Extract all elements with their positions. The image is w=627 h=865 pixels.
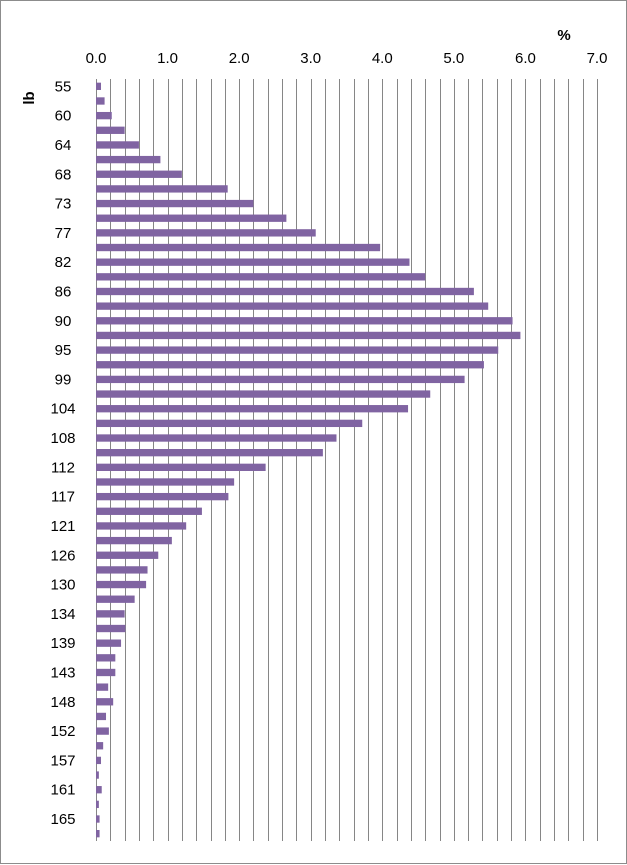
y-tick-label: 157 (50, 752, 75, 769)
bar-161 (96, 786, 102, 794)
bar-68 (96, 170, 182, 178)
bar-139 (96, 639, 122, 647)
bar-62 (96, 126, 125, 134)
y-tick-label: 112 (51, 459, 75, 476)
y-tick-label: 139 (50, 635, 75, 652)
bar-132 (96, 595, 135, 603)
x-axis-unit-label: % (557, 27, 570, 44)
bar-93 (96, 331, 521, 340)
y-tick-label: 130 (50, 577, 75, 594)
bar-104 (96, 405, 409, 413)
bar-97 (96, 361, 484, 369)
y-tick-label: 126 (50, 547, 75, 564)
bar-148 (96, 698, 114, 706)
y-tick-label: 121 (50, 518, 75, 535)
y-tick-label: 73 (55, 196, 72, 213)
y-tick-label: 60 (55, 108, 72, 125)
y-tick-label: 134 (50, 606, 75, 623)
bar-157 (96, 756, 102, 765)
bar-95 (96, 346, 499, 354)
bar-60 (96, 111, 112, 120)
bar-168 (96, 830, 100, 838)
y-tick-label: 108 (50, 430, 75, 447)
y-tick-label: 82 (55, 254, 72, 271)
bar-82 (96, 258, 410, 266)
bar-128 (96, 566, 148, 574)
bar-64 (96, 141, 139, 149)
y-tick-label: 77 (55, 225, 72, 242)
bar-79 (96, 243, 381, 252)
bar-84 (96, 273, 426, 281)
bar-108 (96, 434, 337, 442)
y-tick-label: 117 (51, 489, 75, 506)
y-tick-label: 161 (50, 782, 75, 799)
y-tick-label: 143 (50, 664, 75, 681)
bar-126 (96, 551, 159, 559)
bar-130 (96, 580, 147, 589)
bar-146 (96, 683, 109, 691)
bar-159 (96, 771, 99, 779)
bar-154 (96, 742, 104, 750)
bar-66 (96, 155, 161, 164)
bar-55 (96, 82, 102, 90)
x-tick-label: 7.0 (587, 50, 608, 67)
y-tick-label: 68 (55, 166, 72, 183)
bar-90 (96, 317, 513, 325)
x-tick-label: 3.0 (300, 50, 321, 67)
y-tick-label: 90 (55, 313, 72, 330)
bar-101 (96, 390, 431, 398)
bar-137 (96, 624, 126, 633)
bars (96, 82, 521, 838)
bar-119 (96, 507, 202, 515)
bar-110 (96, 449, 323, 457)
y-tick-label: 165 (50, 811, 75, 828)
y-tick-label: 86 (55, 283, 72, 300)
y-axis-ticks: 55 60 64 68 73 77 82 86 90 95 99 104 108 112 117 121 126… (50, 78, 75, 828)
bar-73 (96, 199, 254, 208)
bar-123 (96, 536, 172, 545)
bar-134 (96, 610, 125, 618)
gridlines (96, 79, 598, 841)
y-tick-label: 152 (50, 723, 75, 740)
bar-152 (96, 727, 109, 735)
y-tick-label: 104 (50, 401, 75, 418)
bar-106 (96, 419, 363, 428)
x-tick-label: 2.0 (229, 50, 250, 67)
x-tick-label: 1.0 (157, 50, 178, 67)
bar-141 (96, 654, 116, 662)
y-tick-label: 99 (55, 371, 72, 388)
y-tick-label: 148 (50, 694, 75, 711)
y-axis-unit-label: lb (21, 91, 38, 104)
bar-112 (96, 463, 266, 471)
bar-115 (96, 478, 235, 486)
bar-88 (96, 302, 489, 310)
x-tick-label: 0.0 (86, 50, 107, 67)
x-tick-label: 4.0 (372, 50, 393, 67)
bar-75 (96, 214, 287, 222)
x-tick-label: 5.0 (443, 50, 464, 67)
bar-117 (96, 492, 229, 501)
y-tick-label: 55 (55, 78, 72, 95)
bar-57 (96, 97, 105, 105)
y-tick-label: 95 (55, 342, 72, 359)
bar-163 (96, 800, 99, 809)
bar-121 (96, 522, 187, 530)
bar-99 (96, 375, 465, 384)
bar-143 (96, 668, 116, 677)
bar-165 (96, 815, 100, 823)
bar-77 (96, 229, 316, 237)
bar-71 (96, 185, 228, 193)
x-axis-ticks: 0.0 1.0 2.0 3.0 4.0 5.0 6.0 7.0 (86, 50, 608, 67)
x-tick-label: 6.0 (515, 50, 536, 67)
y-tick-label: 64 (55, 137, 72, 154)
bar-150 (96, 712, 107, 721)
bar-86 (96, 287, 474, 296)
